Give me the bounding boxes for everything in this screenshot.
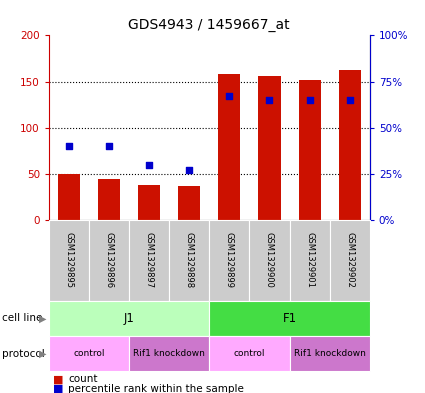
Bar xyxy=(218,74,241,220)
Bar xyxy=(98,178,120,220)
Point xyxy=(146,162,153,168)
Text: cell line: cell line xyxy=(2,313,42,323)
Bar xyxy=(58,174,80,220)
Title: GDS4943 / 1459667_at: GDS4943 / 1459667_at xyxy=(128,18,290,31)
Text: Rif1 knockdown: Rif1 knockdown xyxy=(133,349,205,358)
Point xyxy=(266,97,273,103)
Text: GSM1329902: GSM1329902 xyxy=(345,232,354,288)
Text: GSM1329896: GSM1329896 xyxy=(105,232,113,288)
Bar xyxy=(298,80,320,220)
Point xyxy=(65,143,72,149)
Text: percentile rank within the sample: percentile rank within the sample xyxy=(68,384,244,393)
Text: control: control xyxy=(234,349,265,358)
Text: protocol: protocol xyxy=(2,349,45,359)
Text: control: control xyxy=(73,349,105,358)
Text: Rif1 knockdown: Rif1 knockdown xyxy=(294,349,366,358)
Bar xyxy=(258,76,280,220)
Bar xyxy=(178,186,200,220)
Text: GSM1329898: GSM1329898 xyxy=(185,232,194,288)
Point xyxy=(226,93,233,99)
Text: GSM1329899: GSM1329899 xyxy=(225,232,234,288)
Text: ▶: ▶ xyxy=(39,313,47,323)
Text: ▶: ▶ xyxy=(39,349,47,359)
Text: F1: F1 xyxy=(283,312,297,325)
Bar xyxy=(339,70,361,220)
Bar xyxy=(138,185,160,220)
Text: ■: ■ xyxy=(53,374,64,384)
Text: GSM1329895: GSM1329895 xyxy=(65,232,74,288)
Text: ■: ■ xyxy=(53,384,64,393)
Point xyxy=(346,97,353,103)
Text: GSM1329900: GSM1329900 xyxy=(265,232,274,288)
Point xyxy=(186,167,193,173)
Text: GSM1329897: GSM1329897 xyxy=(144,232,154,288)
Text: count: count xyxy=(68,374,97,384)
Point xyxy=(106,143,113,149)
Text: GSM1329901: GSM1329901 xyxy=(305,232,314,288)
Point xyxy=(306,97,313,103)
Text: J1: J1 xyxy=(124,312,135,325)
